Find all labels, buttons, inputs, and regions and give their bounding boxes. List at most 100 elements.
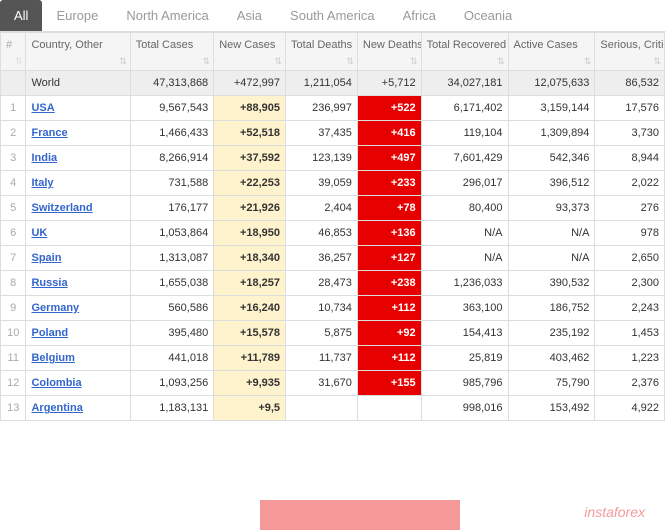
country-link[interactable]: Argentina xyxy=(31,402,82,414)
recovered: 1,236,033 xyxy=(421,271,508,296)
row-num: 8 xyxy=(1,271,26,296)
tab-north-america[interactable]: North America xyxy=(112,0,222,31)
new-deaths: +416 xyxy=(357,121,421,146)
table-row: 7Spain1,313,087+18,34036,257+127N/AN/A2,… xyxy=(1,246,665,271)
row-num: 11 xyxy=(1,346,26,371)
world-num xyxy=(1,71,26,96)
country-cell: Germany xyxy=(26,296,130,321)
serious: 2,243 xyxy=(595,296,665,321)
active: 3,159,144 xyxy=(508,96,595,121)
serious: 3,730 xyxy=(595,121,665,146)
country-link[interactable]: Germany xyxy=(31,302,79,314)
sort-icon: ⇅ xyxy=(497,56,505,67)
active: 153,492 xyxy=(508,396,595,421)
header-num-label: # xyxy=(6,39,20,52)
header-active[interactable]: Active Cases⇅ xyxy=(508,33,595,71)
new-cases: +88,905 xyxy=(214,96,286,121)
world-row: World 47,313,868 +472,997 1,211,054 +5,7… xyxy=(1,71,665,96)
table-row: 3India8,266,914+37,592123,139+4977,601,4… xyxy=(1,146,665,171)
country-link[interactable]: Italy xyxy=(31,177,53,189)
country-link[interactable]: UK xyxy=(31,227,47,239)
new-deaths: +155 xyxy=(357,371,421,396)
row-num: 10 xyxy=(1,321,26,346)
tab-all[interactable]: All xyxy=(0,0,42,31)
watermark-box xyxy=(260,500,460,530)
active: 396,512 xyxy=(508,171,595,196)
country-cell: India xyxy=(26,146,130,171)
total-cases: 1,053,864 xyxy=(130,221,213,246)
tab-oceania[interactable]: Oceania xyxy=(450,0,526,31)
country-link[interactable]: France xyxy=(31,127,67,139)
active: 542,346 xyxy=(508,146,595,171)
country-cell: USA xyxy=(26,96,130,121)
total-cases: 560,586 xyxy=(130,296,213,321)
table-row: 12Colombia1,093,256+9,93531,670+155985,7… xyxy=(1,371,665,396)
country-link[interactable]: Switzerland xyxy=(31,202,92,214)
country-link[interactable]: Russia xyxy=(31,277,67,289)
recovered: 154,413 xyxy=(421,321,508,346)
recovered: 985,796 xyxy=(421,371,508,396)
table-row: 10Poland395,480+15,5785,875+92154,413235… xyxy=(1,321,665,346)
total-cases: 731,588 xyxy=(130,171,213,196)
row-num: 5 xyxy=(1,196,26,221)
active: N/A xyxy=(508,221,595,246)
country-link[interactable]: Belgium xyxy=(31,352,74,364)
total-cases: 176,177 xyxy=(130,196,213,221)
active: 75,790 xyxy=(508,371,595,396)
world-recovered: 34,027,181 xyxy=(421,71,508,96)
tab-africa[interactable]: Africa xyxy=(389,0,450,31)
new-deaths: +136 xyxy=(357,221,421,246)
tab-asia[interactable]: Asia xyxy=(223,0,276,31)
header-recovered[interactable]: Total Recovered ⇅ xyxy=(421,33,508,71)
table-row: 4Italy731,588+22,25339,059+233296,017396… xyxy=(1,171,665,196)
header-serious-label: Serious, Critical xyxy=(600,39,659,52)
serious: 2,300 xyxy=(595,271,665,296)
total-deaths: 236,997 xyxy=(286,96,358,121)
header-total-cases[interactable]: Total Cases⇅ xyxy=(130,33,213,71)
total-cases: 395,480 xyxy=(130,321,213,346)
total-deaths: 28,473 xyxy=(286,271,358,296)
new-cases: +9,5 xyxy=(214,396,286,421)
header-serious[interactable]: Serious, Critical ⇅ xyxy=(595,33,665,71)
tab-south-america[interactable]: South America xyxy=(276,0,389,31)
serious: 276 xyxy=(595,196,665,221)
row-num: 13 xyxy=(1,396,26,421)
new-deaths: +127 xyxy=(357,246,421,271)
serious: 2,650 xyxy=(595,246,665,271)
watermark: instaforex xyxy=(584,504,645,520)
row-num: 4 xyxy=(1,171,26,196)
country-link[interactable]: USA xyxy=(31,102,54,114)
new-cases: +37,592 xyxy=(214,146,286,171)
header-new-deaths-label: New Deaths xyxy=(363,39,416,52)
active: 235,192 xyxy=(508,321,595,346)
active: 93,373 xyxy=(508,196,595,221)
header-new-deaths[interactable]: New Deaths⇅ xyxy=(357,33,421,71)
active: N/A xyxy=(508,246,595,271)
new-cases: +22,253 xyxy=(214,171,286,196)
sort-icon: ⇅ xyxy=(15,56,23,67)
recovered: 363,100 xyxy=(421,296,508,321)
recovered: 998,016 xyxy=(421,396,508,421)
header-total-deaths[interactable]: Total Deaths⇅ xyxy=(286,33,358,71)
country-link[interactable]: Spain xyxy=(31,252,61,264)
country-cell: Italy xyxy=(26,171,130,196)
serious: 2,022 xyxy=(595,171,665,196)
serious: 17,576 xyxy=(595,96,665,121)
sort-icon: ⇅ xyxy=(653,56,661,67)
header-num[interactable]: #⇅ xyxy=(1,33,26,71)
total-deaths: 31,670 xyxy=(286,371,358,396)
total-deaths: 2,404 xyxy=(286,196,358,221)
new-deaths: +92 xyxy=(357,321,421,346)
country-cell: Poland xyxy=(26,321,130,346)
row-num: 1 xyxy=(1,96,26,121)
country-link[interactable]: Colombia xyxy=(31,377,81,389)
header-new-cases[interactable]: New Cases⇅ xyxy=(214,33,286,71)
header-recovered-label: Total Recovered xyxy=(427,39,503,52)
country-cell: Belgium xyxy=(26,346,130,371)
recovered: 296,017 xyxy=(421,171,508,196)
country-link[interactable]: India xyxy=(31,152,57,164)
tab-europe[interactable]: Europe xyxy=(42,0,112,31)
total-cases: 9,567,543 xyxy=(130,96,213,121)
header-country[interactable]: Country, Other⇅ xyxy=(26,33,130,71)
country-link[interactable]: Poland xyxy=(31,327,68,339)
